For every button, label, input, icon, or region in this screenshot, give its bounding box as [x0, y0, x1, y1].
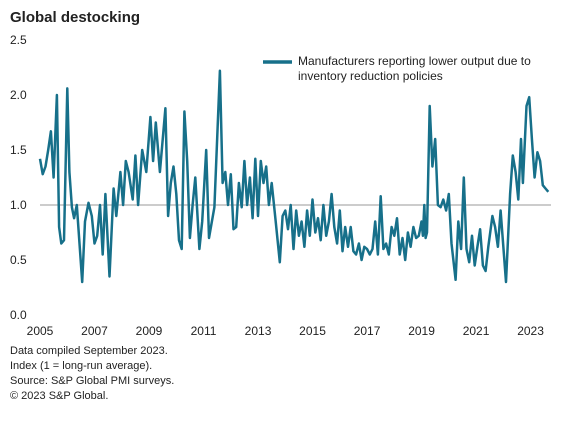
chart-title: Global destocking	[10, 9, 140, 26]
x-tick-label: 2011	[191, 324, 217, 338]
x-tick-label: 2017	[354, 324, 381, 338]
note: © 2023 S&P Global.	[10, 390, 109, 402]
x-tick-label: 2005	[27, 324, 54, 338]
notes: Data compiled September 2023. Index (1 = …	[10, 344, 174, 404]
x-tick-label: 2023	[517, 324, 544, 338]
y-tick-label: 2.5	[10, 33, 27, 47]
note: Source: S&P Global PMI surveys.	[10, 375, 175, 387]
legend-label: Manufacturers reporting lower output due…	[298, 54, 531, 83]
y-tick-label: 1.0	[10, 198, 27, 212]
x-tick-label: 2015	[299, 324, 326, 338]
y-tick-label: 0.0	[10, 308, 27, 322]
x-tick-label: 2021	[463, 324, 490, 338]
x-tick-label: 2019	[408, 324, 435, 338]
x-tick-label: 2007	[81, 324, 108, 338]
x-tick-label: 2009	[136, 324, 163, 338]
x-tick-label: 2013	[245, 324, 272, 338]
y-tick-label: 1.5	[10, 143, 27, 157]
note: Data compiled September 2023.	[10, 345, 168, 357]
note: Index (1 = long-run average).	[10, 360, 153, 372]
data-line	[38, 69, 550, 284]
y-tick-label: 0.5	[10, 253, 27, 267]
legend: Manufacturers reporting lower output due…	[298, 54, 548, 84]
y-tick-label: 2.0	[10, 88, 27, 102]
